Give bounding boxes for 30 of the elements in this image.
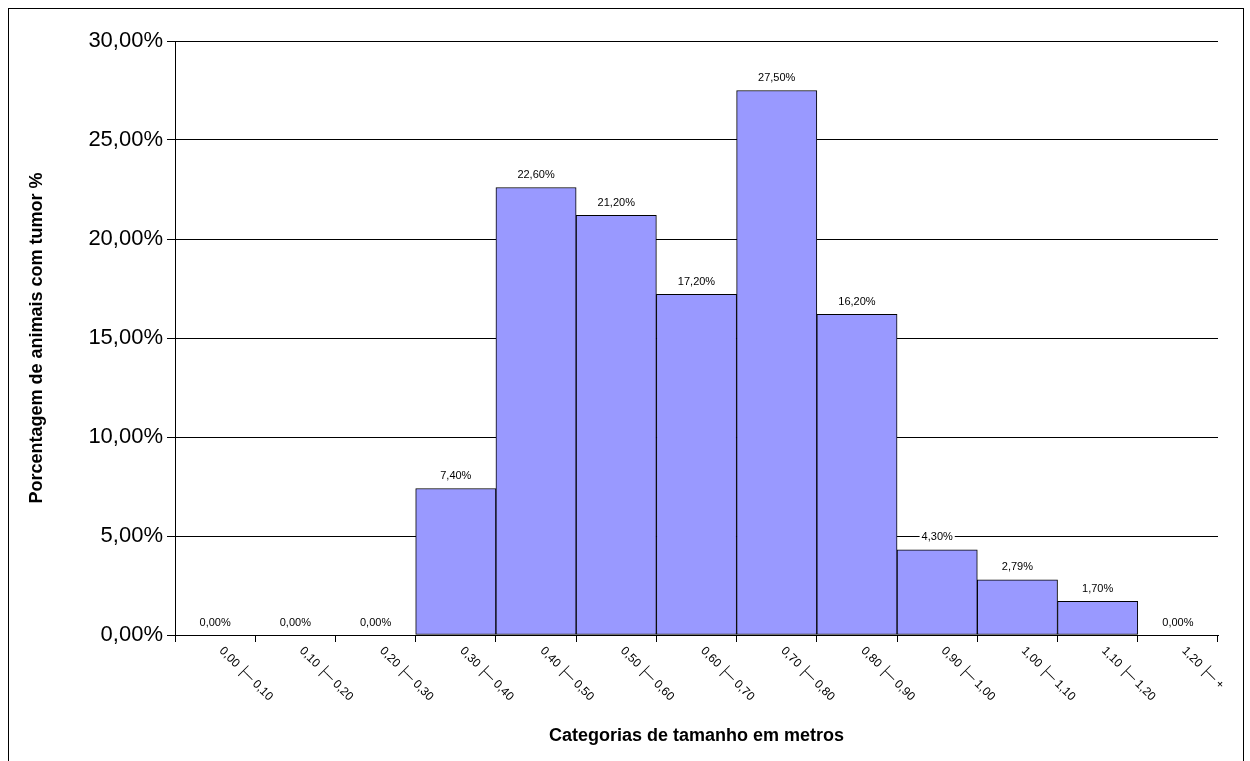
data-label: 22,60% — [517, 168, 555, 181]
data-label: 0,00% — [1162, 615, 1194, 628]
data-label: 0,00% — [279, 615, 312, 628]
y-tick-label: 25,00% — [88, 126, 163, 152]
x-tick-label: 1,20 ├─ + — [1178, 643, 1228, 693]
y-tick-label: 5,00% — [100, 522, 163, 548]
data-label: 4,30% — [921, 530, 953, 543]
y-axis-title: Porcentagem de animais com tumor % — [25, 172, 46, 504]
y-tick-label: 30,00% — [88, 27, 163, 53]
y-tick-label: 15,00% — [88, 324, 163, 350]
x-tick-label: 0,60 ├─ 0,70 — [697, 643, 758, 705]
y-tick-label: 20,00% — [88, 225, 163, 251]
y-tick-label: 0,00% — [100, 621, 163, 647]
x-tick-label: 0,20 ├─ 0,30 — [376, 643, 438, 705]
data-label: 16,20% — [838, 294, 876, 307]
data-label: 0,00% — [199, 615, 231, 628]
data-label: 7,40% — [440, 469, 472, 482]
x-axis-title: Categorias de tamanho em metros — [548, 725, 845, 746]
data-label: 21,20% — [597, 195, 636, 208]
x-tick-label: 0,80 ├─ 0,90 — [857, 643, 919, 705]
x-tick-label: 0,70 ├─ 0,80 — [777, 643, 839, 705]
data-label: 2,79% — [1001, 560, 1034, 573]
data-label: 1,70% — [1082, 581, 1114, 594]
data-label: 17,20% — [677, 274, 716, 287]
x-tick-label: 1,00 ├─ 1,10 — [1018, 643, 1079, 705]
y-tick-label: 10,00% — [88, 423, 163, 449]
data-label: 0,00% — [359, 615, 392, 628]
x-tick-label: 0,30 ├─ 0,40 — [456, 643, 518, 705]
x-tick-label: 1,10 ├─ 1,20 — [1098, 643, 1160, 705]
data-label: 27,50% — [758, 71, 796, 84]
